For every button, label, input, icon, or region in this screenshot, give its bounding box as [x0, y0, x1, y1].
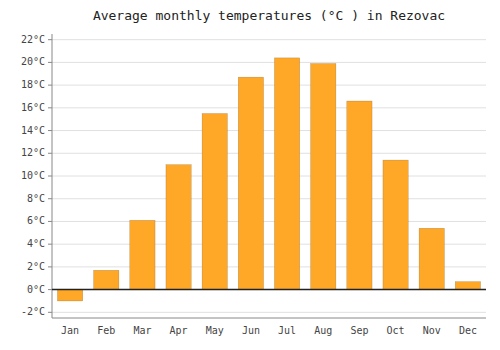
bar [383, 160, 408, 290]
y-tick [48, 153, 52, 154]
y-tick [48, 62, 52, 63]
y-tick-label: 12°C [21, 147, 45, 158]
y-tick-label: -2°C [21, 306, 45, 317]
chart-container: Average monthly temperatures (°C ) in Re… [0, 0, 500, 350]
y-tick-label: 8°C [27, 193, 45, 204]
y-tick-label: 6°C [27, 215, 45, 226]
y-tick-label: 20°C [21, 56, 45, 67]
bar [274, 58, 299, 290]
y-tick [48, 266, 52, 267]
x-tick-label: Jul [278, 325, 296, 336]
bar [419, 228, 444, 289]
y-tick [48, 107, 52, 108]
zero-line [52, 289, 486, 291]
bar [311, 64, 336, 290]
grid-line [52, 85, 486, 86]
page: {"chart_data": {"type": "bar", "title": … [0, 0, 500, 350]
x-tick-label: Feb [97, 325, 115, 336]
y-tick-label: 2°C [27, 261, 45, 272]
bar [238, 77, 263, 289]
x-tick-label: Oct [387, 325, 405, 336]
x-tick-label: Sep [350, 325, 368, 336]
bar [166, 165, 191, 290]
chart-title: Average monthly temperatures (°C ) in Re… [93, 8, 445, 23]
bar [94, 270, 119, 289]
chart-svg: Average monthly temperatures (°C ) in Re… [0, 0, 500, 350]
y-tick [48, 39, 52, 40]
y-tick [48, 176, 52, 177]
bar [455, 282, 480, 290]
x-tick-label: Jan [61, 325, 79, 336]
bar [202, 114, 227, 290]
grid-line [52, 153, 486, 154]
bar [347, 101, 372, 290]
grid-line [52, 62, 486, 63]
x-tick-label: Aug [314, 325, 332, 336]
y-tick-label: 16°C [21, 102, 45, 113]
grid-line [52, 198, 486, 199]
y-grid [52, 40, 486, 313]
grid-line [52, 107, 486, 108]
y-tick [48, 198, 52, 199]
y-tick-label: 4°C [27, 238, 45, 249]
grid-line [52, 130, 486, 131]
y-tick [48, 312, 52, 313]
y-tick-label: 0°C [27, 284, 45, 295]
x-tick-label: Mar [133, 325, 151, 336]
y-tick [48, 85, 52, 86]
y-tick-labels: -2°C 0°C 2°C 4°C 6°C 8°C 10°C 12°C 14°C 16°C 18°C 2… [21, 34, 52, 318]
y-axis-line [52, 34, 53, 318]
y-tick [48, 130, 52, 131]
x-tick-labels: Jan Feb Mar Apr May Jun Jul Aug Sep Oct Nov Dec [61, 325, 477, 336]
x-tick-label: Apr [170, 325, 188, 336]
y-tick-label: 18°C [21, 79, 45, 90]
x-tick-label: Dec [459, 325, 477, 336]
bar [130, 220, 155, 289]
bar [57, 290, 82, 301]
y-tick-label: 10°C [21, 170, 45, 181]
x-axis-line [52, 318, 486, 319]
grid-line [52, 289, 486, 290]
grid-line [52, 312, 486, 313]
x-tick-label: May [206, 325, 224, 336]
bars [57, 58, 480, 301]
x-tick-label: Jun [242, 325, 260, 336]
grid-line [52, 176, 486, 177]
x-tick-label: Nov [423, 325, 441, 336]
y-tick [48, 221, 52, 222]
y-tick [48, 289, 52, 290]
y-tick [48, 244, 52, 245]
y-tick-label: 14°C [21, 125, 45, 136]
y-tick-label: 22°C [21, 34, 45, 45]
grid-line [52, 221, 486, 222]
grid-line [52, 39, 486, 40]
